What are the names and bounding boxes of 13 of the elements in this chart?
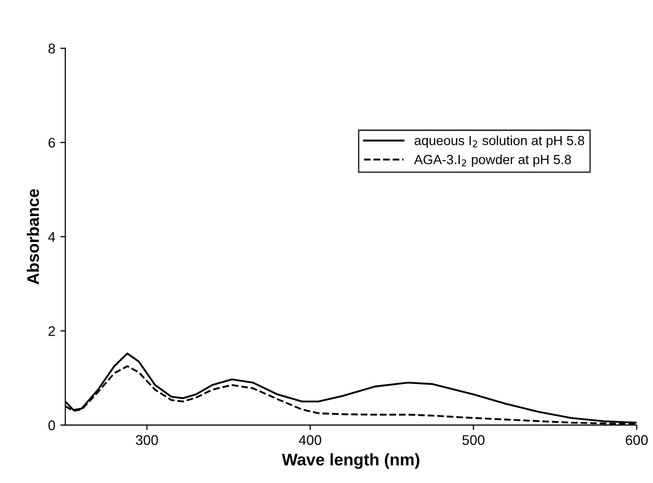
y-tick-label: 0 [48,420,56,430]
x-axis-title: Wave length (nm) [282,453,420,469]
x-tick-label: 400 [298,435,322,445]
y-tick-label: 4 [48,232,56,242]
x-tick-label: 300 [136,435,158,445]
legend-label: AGA-3.I$_{2}$ powder at pH 5.8 [414,154,571,167]
y-tick-label: 6 [48,138,55,148]
x-tick-label: 500 [462,435,484,445]
legend-label: aqueous I$_{2}$ solution at pH 5.8 [414,136,584,148]
y-tick-label: 8 [48,44,55,54]
y-tick-label: 2 [48,326,55,336]
y-axis-title: Absorbance [26,189,40,284]
x-tick-label: 600 [626,435,648,445]
